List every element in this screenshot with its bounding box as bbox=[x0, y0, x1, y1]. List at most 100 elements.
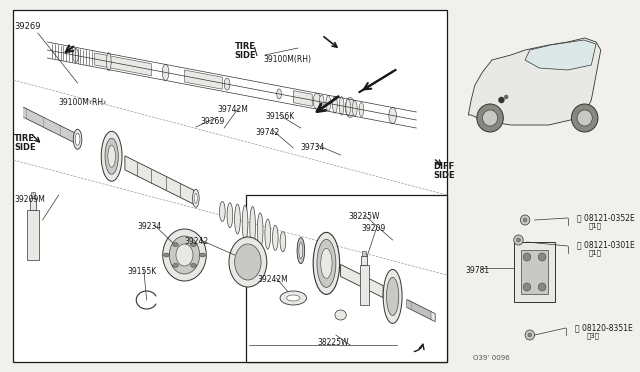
Ellipse shape bbox=[163, 229, 206, 281]
Ellipse shape bbox=[74, 129, 82, 149]
Circle shape bbox=[525, 330, 534, 340]
Text: Ο39’ 0096: Ο39’ 0096 bbox=[473, 355, 510, 361]
Ellipse shape bbox=[195, 193, 197, 203]
Text: Ⓑ 08121-0352E: Ⓑ 08121-0352E bbox=[577, 213, 635, 222]
Ellipse shape bbox=[387, 278, 399, 315]
Text: SIDE: SIDE bbox=[433, 171, 455, 180]
Ellipse shape bbox=[73, 48, 79, 62]
Ellipse shape bbox=[200, 253, 205, 257]
Ellipse shape bbox=[176, 244, 193, 266]
Text: 39155K: 39155K bbox=[128, 267, 157, 276]
Ellipse shape bbox=[235, 204, 240, 234]
Text: TIRE: TIRE bbox=[14, 134, 35, 143]
Bar bbox=[28, 210, 39, 260]
Ellipse shape bbox=[299, 243, 303, 259]
Polygon shape bbox=[293, 91, 312, 106]
Circle shape bbox=[528, 333, 532, 337]
Bar bbox=[360, 265, 369, 305]
Ellipse shape bbox=[389, 108, 396, 124]
Text: 39234: 39234 bbox=[137, 222, 161, 231]
Text: 39269: 39269 bbox=[14, 22, 41, 31]
Ellipse shape bbox=[280, 232, 285, 252]
Text: 39209: 39209 bbox=[362, 224, 386, 233]
Circle shape bbox=[523, 253, 531, 261]
Ellipse shape bbox=[235, 244, 261, 280]
Ellipse shape bbox=[191, 263, 196, 267]
Text: 39742: 39742 bbox=[255, 128, 280, 137]
Ellipse shape bbox=[227, 203, 233, 228]
Text: TIRE: TIRE bbox=[235, 42, 255, 51]
Ellipse shape bbox=[335, 310, 346, 320]
Polygon shape bbox=[340, 264, 383, 298]
Circle shape bbox=[516, 238, 520, 242]
Ellipse shape bbox=[250, 206, 255, 247]
Ellipse shape bbox=[319, 95, 324, 109]
Ellipse shape bbox=[191, 243, 196, 247]
Ellipse shape bbox=[353, 100, 357, 116]
Ellipse shape bbox=[346, 97, 355, 118]
Text: 38225W: 38225W bbox=[317, 338, 348, 347]
Text: 38225W: 38225W bbox=[348, 212, 380, 221]
Ellipse shape bbox=[229, 237, 267, 287]
Text: SIDE: SIDE bbox=[235, 51, 256, 60]
Text: 「3」: 「3」 bbox=[587, 332, 600, 339]
Polygon shape bbox=[468, 38, 601, 125]
Circle shape bbox=[538, 253, 546, 261]
Ellipse shape bbox=[163, 64, 169, 80]
Ellipse shape bbox=[297, 238, 305, 264]
Text: Ⓑ 08121-0301E: Ⓑ 08121-0301E bbox=[577, 240, 635, 249]
Text: 39269: 39269 bbox=[200, 117, 225, 126]
Ellipse shape bbox=[273, 225, 278, 250]
Text: 39734: 39734 bbox=[301, 143, 325, 152]
Text: 39100M‹RH›: 39100M‹RH› bbox=[59, 98, 107, 107]
Text: 39242: 39242 bbox=[184, 237, 209, 246]
Bar bbox=[514, 242, 556, 302]
Ellipse shape bbox=[105, 138, 118, 174]
Circle shape bbox=[520, 215, 530, 225]
Ellipse shape bbox=[280, 291, 307, 305]
Ellipse shape bbox=[383, 269, 402, 323]
Ellipse shape bbox=[276, 89, 282, 99]
Ellipse shape bbox=[287, 295, 300, 301]
Ellipse shape bbox=[224, 78, 230, 90]
Ellipse shape bbox=[346, 99, 351, 116]
Ellipse shape bbox=[108, 145, 115, 167]
Ellipse shape bbox=[339, 97, 344, 115]
Text: Ⓑ 08120-8351E: Ⓑ 08120-8351E bbox=[575, 323, 633, 332]
Circle shape bbox=[514, 235, 523, 245]
Text: DIFF: DIFF bbox=[433, 162, 454, 171]
Polygon shape bbox=[525, 40, 596, 70]
Text: 39100M(RH): 39100M(RH) bbox=[263, 55, 311, 64]
Ellipse shape bbox=[164, 253, 170, 257]
Bar bbox=[362, 256, 367, 265]
Circle shape bbox=[577, 110, 592, 126]
Text: 「1」: 「1」 bbox=[588, 249, 602, 256]
Circle shape bbox=[504, 95, 508, 99]
Text: SIDE: SIDE bbox=[14, 143, 36, 152]
Text: \: \ bbox=[253, 47, 257, 57]
Circle shape bbox=[477, 104, 503, 132]
Ellipse shape bbox=[313, 232, 340, 294]
Circle shape bbox=[572, 104, 598, 132]
Ellipse shape bbox=[317, 239, 336, 288]
Ellipse shape bbox=[173, 263, 179, 267]
Circle shape bbox=[499, 97, 504, 103]
Ellipse shape bbox=[257, 213, 263, 248]
Ellipse shape bbox=[265, 219, 271, 249]
Ellipse shape bbox=[173, 243, 179, 247]
Circle shape bbox=[538, 283, 546, 291]
Polygon shape bbox=[95, 53, 152, 76]
Ellipse shape bbox=[193, 189, 199, 207]
Bar bbox=[30, 198, 36, 210]
Text: 39209M: 39209M bbox=[14, 195, 45, 204]
Ellipse shape bbox=[170, 236, 200, 274]
Bar bbox=[13, 10, 447, 362]
Ellipse shape bbox=[220, 202, 225, 221]
Ellipse shape bbox=[359, 103, 364, 116]
Circle shape bbox=[483, 110, 498, 126]
Ellipse shape bbox=[101, 131, 122, 181]
Ellipse shape bbox=[76, 133, 80, 145]
Text: 39781: 39781 bbox=[465, 266, 490, 275]
Ellipse shape bbox=[242, 205, 248, 240]
Text: 「1」: 「1」 bbox=[588, 222, 602, 229]
